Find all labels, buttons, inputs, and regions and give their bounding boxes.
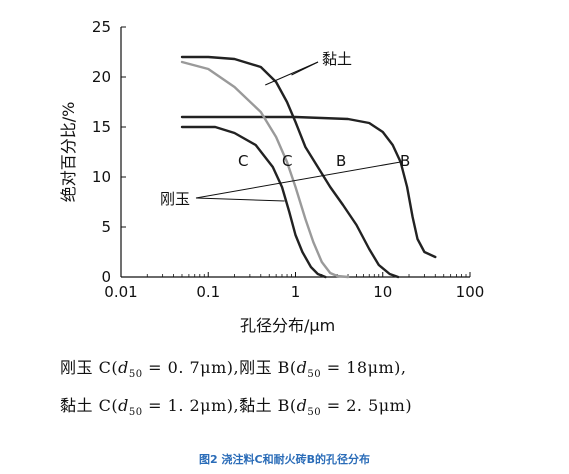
- corundum-leader-2: [195, 161, 401, 199]
- corundum-c-value: = 0. 7μm),: [142, 358, 240, 377]
- clay-b-sub: 50: [307, 407, 322, 419]
- annotation-b-clay: B: [336, 152, 346, 170]
- chart-series: [180, 55, 437, 279]
- clay-c-value: = 1. 2μm),: [142, 396, 240, 415]
- x-tick-label: 100: [456, 283, 485, 301]
- series-line-3: [180, 60, 350, 279]
- clay-c-d: d: [118, 396, 129, 415]
- corundum-c-sub: 50: [128, 369, 143, 381]
- clay-b-d: d: [296, 396, 308, 415]
- d50-formula-line-1: 刚玉 C(d50 = 0. 7μm),刚玉 B(d50 = 18μm),: [60, 354, 407, 380]
- series-line-4: [180, 55, 400, 279]
- x-tick-label: 0.1: [196, 283, 220, 301]
- series-line-2: [180, 115, 437, 259]
- y-tick-label: 10: [92, 168, 111, 186]
- clay-b-value: = 2. 5μm): [321, 396, 413, 415]
- series-line-1: [180, 125, 327, 279]
- corundum-b-d: d: [296, 358, 308, 377]
- clay-c-name: 黏土 C(: [60, 396, 119, 415]
- annotation-clay: 黏土: [322, 50, 352, 68]
- corundum-b-name: 刚玉 B(: [239, 358, 297, 377]
- annotation-c-clay: C: [282, 152, 292, 170]
- corundum-b-sub: 50: [307, 369, 322, 381]
- y-tick-label: 15: [92, 118, 111, 136]
- annotation-b-corundum: B: [400, 152, 410, 170]
- corundum-c-d: d: [118, 358, 129, 377]
- y-tick-label: 5: [101, 218, 111, 236]
- clay-c-sub: 50: [128, 407, 143, 419]
- figure-caption: 图2 浇注料C和耐火砖B的孔径分布: [199, 453, 370, 466]
- chart-ticks: 0 5 10 15 20 25 0.01 0.1 1 10 100: [92, 18, 484, 301]
- corundum-leader-1: [195, 197, 285, 202]
- corundum-c-name: 刚玉 C(: [60, 358, 119, 377]
- y-tick-label: 20: [92, 68, 111, 86]
- annotation-corundum: 刚玉: [160, 190, 190, 208]
- x-tick-label: 1: [291, 283, 301, 301]
- x-tick-label: 0.01: [104, 283, 137, 301]
- d50-formula-line-2: 黏土 C(d50 = 1. 2μm),黏土 B(d50 = 2. 5μm): [60, 392, 412, 418]
- x-tick-label: 10: [373, 283, 392, 301]
- annotation-c-corundum: C: [238, 152, 248, 170]
- clay-b-name: 黏土 B(: [239, 396, 297, 415]
- annotation-leaders: [195, 61, 401, 202]
- y-tick-label: 25: [92, 18, 111, 36]
- clay-leader-2: [291, 61, 319, 76]
- y-tick-label: 0: [101, 268, 111, 286]
- y-axis-label: 绝对百分比/%: [59, 102, 78, 203]
- x-axis-label: 孔径分布/μm: [240, 316, 336, 335]
- corundum-b-value: = 18μm),: [321, 358, 407, 377]
